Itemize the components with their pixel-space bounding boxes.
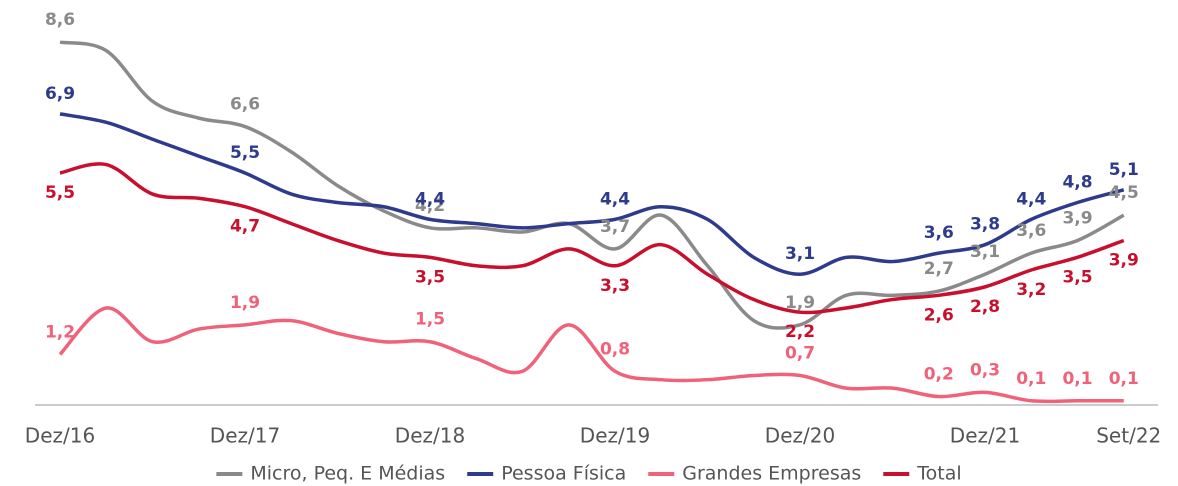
legend-label: Micro, Peq. E Médias bbox=[250, 463, 445, 485]
data-label: 0,2 bbox=[924, 365, 954, 385]
data-label: 4,5 bbox=[1109, 183, 1139, 203]
data-label: 5,5 bbox=[45, 183, 75, 203]
data-label: 4,4 bbox=[1016, 189, 1046, 209]
data-label: 5,5 bbox=[230, 143, 260, 163]
data-label: 3,1 bbox=[970, 242, 1000, 262]
data-label: 3,1 bbox=[785, 244, 815, 264]
data-label: 1,5 bbox=[415, 310, 445, 330]
x-tick-label: Dez/18 bbox=[395, 424, 465, 448]
data-label: 0,7 bbox=[785, 343, 815, 363]
x-tick-label: Dez/19 bbox=[580, 424, 650, 448]
x-tick-label: Dez/16 bbox=[25, 424, 95, 448]
data-label: 8,6 bbox=[45, 10, 75, 30]
data-label: 1,2 bbox=[45, 322, 75, 342]
data-label: 4,7 bbox=[230, 217, 260, 237]
data-label: 2,6 bbox=[924, 305, 954, 325]
data-label: 2,7 bbox=[924, 259, 954, 279]
data-label: 3,3 bbox=[600, 276, 630, 296]
data-label: 4,2 bbox=[415, 196, 445, 216]
data-label: 2,2 bbox=[785, 322, 815, 342]
data-label: 3,9 bbox=[1062, 208, 1092, 228]
legend-label: Total bbox=[916, 463, 961, 485]
data-label: 3,9 bbox=[1109, 250, 1139, 270]
legend-label: Pessoa Física bbox=[501, 463, 626, 485]
data-label: 1,9 bbox=[785, 293, 815, 313]
data-label: 4,4 bbox=[415, 189, 445, 209]
data-label: 4,4 bbox=[600, 189, 630, 209]
data-label: 3,8 bbox=[970, 215, 1000, 235]
data-label: 3,2 bbox=[1016, 280, 1046, 300]
data-label: 4,8 bbox=[1062, 173, 1092, 193]
series-line bbox=[59, 40, 1125, 330]
data-label: 3,7 bbox=[600, 217, 630, 237]
x-tick-label: Dez/20 bbox=[765, 424, 835, 448]
series-line bbox=[59, 162, 1125, 315]
x-tick-label: Dez/17 bbox=[210, 424, 280, 448]
x-tick-label: Set/22 bbox=[1096, 424, 1161, 448]
series-line bbox=[58, 306, 1124, 404]
data-label: 3,6 bbox=[1016, 221, 1046, 241]
data-label: 2,8 bbox=[970, 297, 1000, 317]
data-label: 3,6 bbox=[924, 223, 954, 243]
data-label: 6,9 bbox=[45, 84, 75, 104]
data-label: 0,1 bbox=[1062, 369, 1092, 389]
data-label: 1,9 bbox=[230, 293, 260, 313]
legend-label: Grandes Empresas bbox=[682, 463, 861, 485]
data-label: 0,1 bbox=[1109, 369, 1139, 389]
legend: Micro, Peq. E Médias Pessoa Física Grandes… bbox=[216, 463, 962, 485]
data-label: 5,1 bbox=[1109, 160, 1139, 180]
data-label: 0,1 bbox=[1016, 369, 1046, 389]
data-label: 0,8 bbox=[600, 339, 630, 359]
data-label: 6,6 bbox=[230, 95, 260, 115]
data-label: 3,5 bbox=[1062, 267, 1092, 287]
data-label: 3,5 bbox=[415, 267, 445, 287]
series-line bbox=[59, 112, 1125, 276]
data-label: 0,3 bbox=[970, 360, 1000, 380]
x-tick-label: Dez/21 bbox=[950, 424, 1020, 448]
